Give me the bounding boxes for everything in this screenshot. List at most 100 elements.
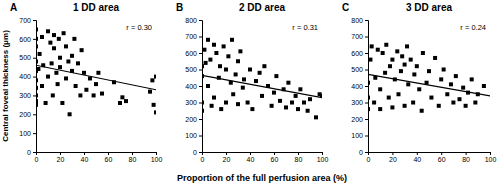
point [482, 84, 486, 88]
tick-label: 80 [295, 156, 303, 163]
point [272, 91, 276, 95]
point [202, 101, 204, 105]
tick-label: 100 [351, 132, 363, 139]
tick-label: 40 [247, 156, 255, 163]
tick: 0 [359, 149, 368, 156]
tick-label: 700 [19, 17, 31, 24]
tick-label: 400 [351, 83, 363, 90]
y-axis: 0100200300400500600700800 [351, 17, 368, 156]
tick: 100 [485, 152, 497, 163]
point [222, 44, 226, 48]
point [154, 110, 156, 114]
tick: 800 [351, 17, 368, 24]
figure: 02040608010001002003004005006007001 DD a… [0, 0, 500, 187]
tick-mark [199, 86, 202, 87]
tick-mark [392, 152, 393, 155]
tick-label: 200 [185, 116, 197, 123]
tick: 60 [438, 152, 446, 163]
point [51, 93, 55, 97]
tick-label: 200 [19, 111, 31, 118]
tick-mark [365, 152, 368, 153]
point [120, 95, 124, 99]
tick-mark [84, 152, 85, 155]
panel-label: A [10, 2, 17, 13]
point [60, 101, 64, 105]
tick: 100 [351, 132, 368, 139]
point [206, 84, 210, 88]
tick-label: 0 [201, 156, 205, 163]
point [241, 86, 245, 90]
point [152, 103, 156, 107]
point [36, 67, 40, 71]
tick-label: 0 [367, 156, 371, 163]
trend-line [202, 75, 322, 97]
point [94, 82, 98, 86]
tick-label: 100 [19, 130, 31, 137]
point [231, 92, 235, 96]
tick-label: 300 [351, 99, 363, 106]
tick-label: 100 [151, 156, 163, 163]
tick-mark [250, 152, 251, 155]
tick-mark [322, 152, 323, 155]
point [64, 44, 68, 48]
point [415, 64, 419, 68]
point [370, 44, 374, 48]
point [298, 87, 302, 91]
point [470, 77, 474, 81]
tick-label: 700 [185, 33, 197, 40]
point [368, 58, 372, 62]
point [445, 92, 449, 96]
point [461, 86, 465, 90]
tick: 60 [271, 152, 279, 163]
annotation: r = 0.31 [292, 23, 318, 32]
y-axis-title: Central foveal thickness (μm) [1, 30, 10, 142]
point [368, 96, 370, 100]
point [246, 101, 250, 105]
point [218, 64, 222, 68]
annotation: r = 0.30 [126, 23, 152, 32]
x-axis: 0 20 40 60 80 100 [201, 152, 329, 163]
point [442, 68, 446, 72]
annotation: r = 0.24 [460, 23, 486, 32]
tick-label: 800 [351, 17, 363, 24]
tick-mark [490, 152, 491, 155]
tick: 80 [295, 152, 303, 163]
point [214, 51, 218, 55]
tick-mark [441, 152, 442, 155]
point [294, 94, 298, 98]
point [236, 59, 240, 63]
tick: 20 [389, 152, 397, 163]
tick: 0 [193, 149, 202, 156]
tick: 200 [351, 116, 368, 123]
tick-label: 400 [19, 73, 31, 80]
point [36, 103, 38, 107]
tick: 100 [19, 130, 36, 137]
tick: 0 [27, 149, 36, 156]
axis-line [365, 21, 369, 153]
tick: 100 [317, 152, 329, 163]
tick-mark [33, 20, 36, 21]
point [124, 99, 128, 103]
point [411, 101, 415, 105]
tick-mark [199, 136, 202, 137]
tick-mark [33, 152, 36, 153]
point [208, 58, 212, 62]
point [50, 61, 54, 65]
point [400, 54, 404, 58]
point [381, 51, 385, 55]
tick-mark [33, 77, 36, 78]
tick: 700 [185, 33, 202, 40]
point [210, 104, 214, 108]
tick-label: 100 [485, 156, 497, 163]
point [260, 94, 264, 98]
title: 2 DD area [239, 2, 286, 13]
tick-label: 20 [223, 156, 231, 163]
point [74, 84, 78, 88]
tick-mark [417, 152, 418, 155]
point [420, 109, 424, 113]
tick-label: 300 [19, 92, 31, 99]
point [433, 56, 437, 60]
point [274, 74, 278, 78]
axis-line [199, 21, 203, 153]
point [212, 96, 216, 100]
